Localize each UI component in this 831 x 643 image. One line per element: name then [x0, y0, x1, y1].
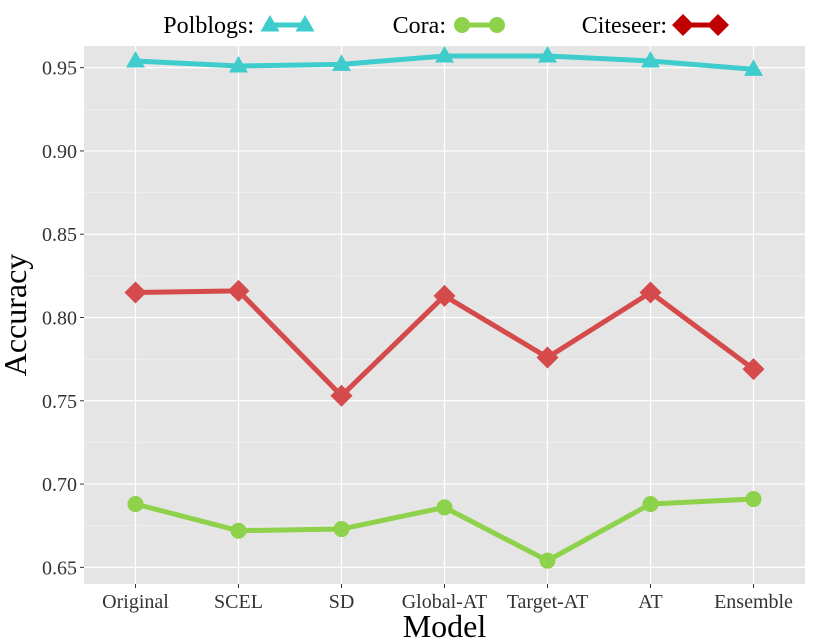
x-tick-label: SCEL: [214, 591, 263, 613]
legend-key-marker: [260, 15, 280, 32]
cora-point: [436, 499, 453, 516]
legend-label: Cora:: [393, 13, 446, 39]
polblogs-point: [332, 54, 351, 71]
y-tick-label: 0.90: [42, 141, 77, 163]
polblogs-point: [435, 45, 454, 63]
legend-item-citeseer: Citeseer:: [582, 13, 729, 39]
polblogs-point: [641, 50, 660, 68]
legend-key-marker: [672, 14, 694, 36]
y-axis: 0.65 0.70 0.75 0.80 0.85 0.90 0.95: [42, 58, 84, 579]
series-cora: [127, 491, 762, 569]
citeseer-point: [536, 346, 559, 369]
legend-label: Citeseer:: [582, 13, 667, 39]
citeseer-point: [330, 384, 353, 407]
x-axis: Original SCEL SD Global-AT Target-AT AT Ensemb…: [102, 584, 793, 613]
legend-key-marker: [489, 17, 505, 33]
citeseer-point: [742, 358, 765, 381]
cora-point: [333, 521, 350, 538]
polblogs-point: [538, 45, 557, 63]
cora-point: [745, 491, 762, 508]
y-tick-label: 0.70: [42, 474, 77, 496]
citeseer-point: [124, 281, 147, 304]
x-tick-label: Ensemble: [714, 591, 793, 613]
legend: Polblogs: Cora: Citeseer:: [163, 13, 729, 39]
x-tick-label: Global-AT: [402, 591, 488, 613]
series-citeseer: [124, 279, 765, 407]
citeseer-point: [639, 281, 662, 304]
series-layer: [124, 45, 765, 569]
y-tick-label: 0.80: [42, 307, 77, 329]
legend-item-cora: Cora:: [393, 13, 505, 39]
polblogs-point: [126, 50, 145, 68]
y-tick-label: 0.75: [42, 391, 77, 413]
cora-point: [539, 552, 556, 569]
y-tick-label: 0.85: [42, 224, 77, 246]
polblogs-point: [744, 59, 763, 76]
cora-point: [127, 496, 144, 513]
x-tick-label: Original: [102, 591, 169, 613]
citeseer-point: [227, 279, 250, 302]
x-tick-label: AT: [638, 591, 662, 613]
x-tick-label: SD: [329, 591, 355, 613]
y-tick-label: 0.65: [42, 557, 77, 579]
x-axis-title: Model: [403, 608, 487, 643]
grid: [84, 46, 805, 584]
cora-point: [230, 522, 247, 539]
polblogs-point: [229, 55, 248, 73]
legend-key-marker: [454, 17, 470, 33]
legend-label: Polblogs:: [163, 13, 254, 39]
citeseer-point: [433, 284, 456, 307]
y-tick-label: 0.95: [42, 58, 77, 80]
legend-key-marker: [295, 15, 315, 32]
cora-point: [642, 496, 659, 513]
y-axis-title: Accuracy: [0, 254, 33, 377]
legend-key-marker: [707, 14, 729, 36]
series-polblogs: [126, 45, 763, 76]
x-tick-label: Target-AT: [507, 591, 589, 613]
legend-item-polblogs: Polblogs:: [163, 13, 315, 39]
